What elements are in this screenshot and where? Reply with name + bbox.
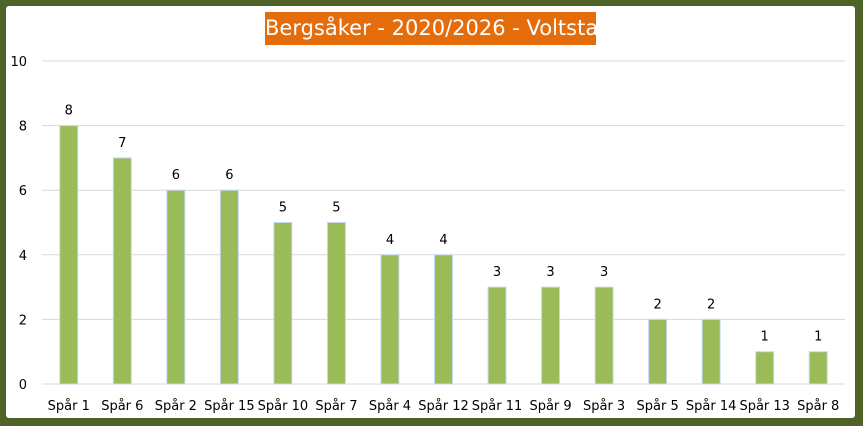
bar [594, 286, 614, 385]
x-tick-label: Spår 12 [418, 399, 469, 414]
x-tick-label: Spår 14 [686, 399, 737, 414]
data-label: 1 [814, 330, 822, 345]
x-tick-label: Spår 8 [797, 399, 839, 414]
bar [326, 222, 346, 385]
x-tick-label: Spår 4 [369, 399, 411, 414]
data-label: 5 [279, 201, 287, 216]
x-tick-label: Spår 9 [529, 399, 571, 414]
bar [808, 351, 828, 385]
bar [112, 157, 132, 385]
bar [701, 318, 721, 385]
x-tick-label: Spår 5 [637, 399, 679, 414]
bar [219, 189, 239, 385]
data-label: 6 [172, 168, 180, 183]
data-label: 4 [439, 233, 447, 248]
bar [434, 254, 453, 385]
x-tick-label: Spår 13 [739, 399, 790, 414]
data-label: 4 [386, 233, 394, 248]
bar [273, 222, 293, 385]
data-label: 5 [332, 201, 340, 216]
bar [166, 189, 186, 385]
bar [487, 286, 507, 385]
x-tick-label: Spår 7 [315, 399, 357, 414]
bar [59, 125, 79, 385]
y-tick-label: 0 [19, 378, 27, 393]
x-tick-label: Spår 6 [101, 399, 143, 414]
x-tick-label: Spår 10 [258, 399, 309, 414]
data-label: 3 [546, 265, 554, 280]
y-tick-label: 8 [19, 120, 27, 135]
x-tick-label: Spår 1 [48, 399, 90, 414]
data-label: 2 [653, 297, 661, 312]
y-tick-label: 10 [10, 55, 27, 70]
y-tick-label: 2 [19, 313, 27, 328]
y-tick-label: 6 [19, 184, 27, 199]
data-label: 3 [493, 265, 501, 280]
data-label: 1 [761, 330, 769, 345]
bar [755, 351, 775, 385]
data-label: 3 [600, 265, 608, 280]
x-tick-label: Spår 2 [155, 399, 197, 414]
data-label: 2 [707, 297, 715, 312]
bar [541, 286, 561, 385]
bar [648, 318, 668, 385]
x-tick-label: Spår 3 [583, 399, 625, 414]
data-label: 6 [225, 168, 233, 183]
data-label: 7 [118, 136, 126, 151]
x-tick-label: Spår 15 [204, 399, 255, 414]
chart-title: Bergsåker - 2020/2026 - Voltstart [265, 12, 615, 45]
y-tick-label: 4 [19, 249, 27, 264]
data-label: 8 [65, 104, 73, 119]
bar [380, 254, 400, 385]
x-tick-label: Spår 11 [472, 399, 523, 414]
